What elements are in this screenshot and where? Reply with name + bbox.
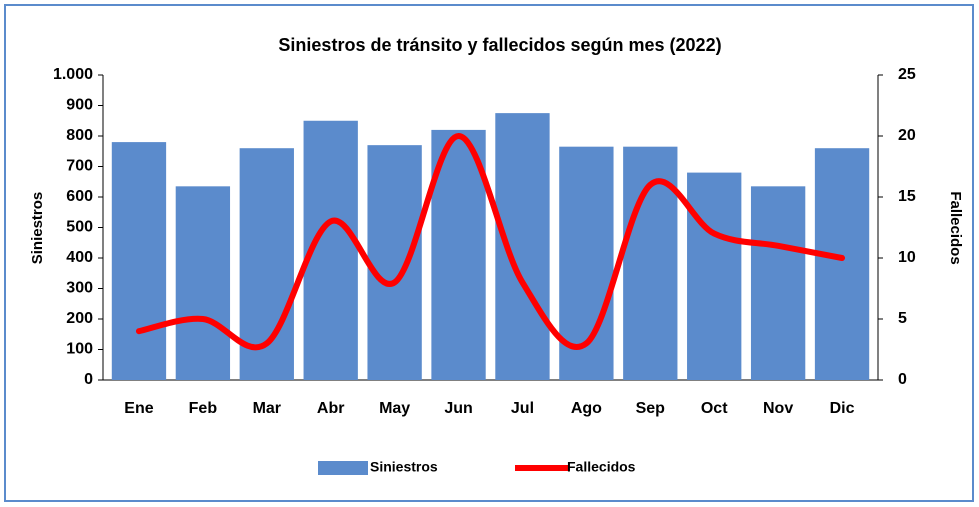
bar [495,113,550,380]
legend-label: Fallecidos [567,459,636,475]
y2-tick-label: 15 [898,188,916,205]
bar [431,129,486,380]
x-tick-label: Jul [511,400,534,417]
x-tick-label: Feb [189,400,218,417]
y2-tick-label: 25 [898,66,916,83]
y-tick-label: 100 [66,341,93,358]
x-tick-label: Abr [317,400,345,417]
x-tick-label: Jun [444,400,472,417]
x-tick-label: Ene [124,400,153,417]
y2-tick-label: 0 [898,371,907,388]
y2-tick-label: 20 [898,127,916,144]
y-tick-label: 600 [66,188,93,205]
chart-title: Siniestros de tránsito y fallecidos segú… [278,35,721,55]
x-tick-label: Oct [701,400,728,417]
y-axis-label: Siniestros [29,192,46,265]
bar [750,186,806,380]
y-tick-label: 0 [84,371,93,388]
y-tick-label: 1.000 [53,66,93,83]
y2-axis-label: Fallecidos [947,191,964,264]
line [135,133,846,351]
y-tick-label: 700 [66,158,93,175]
legend-swatch [318,461,368,475]
y-tick-label: 900 [66,97,93,114]
x-tick-label: May [379,400,410,417]
y-tick-label: 500 [66,219,93,236]
x-tick-label: Ago [571,400,602,417]
x-tick-label: Sep [636,400,666,417]
x-tick-label: Mar [253,400,281,417]
y2-tick-label: 10 [898,249,916,266]
y2-tick-label: 5 [898,310,907,327]
legend-label: Siniestros [370,459,438,475]
x-tick-label: Dic [830,400,855,417]
bar [175,186,231,380]
y-tick-label: 200 [66,310,93,327]
bar [111,142,167,380]
bar [814,148,870,380]
y-tick-label: 300 [66,280,93,297]
y-tick-label: 800 [66,127,93,144]
bar [367,145,422,380]
y-tick-label: 400 [66,249,93,266]
bar [687,172,742,380]
x-tick-label: Nov [763,400,793,417]
